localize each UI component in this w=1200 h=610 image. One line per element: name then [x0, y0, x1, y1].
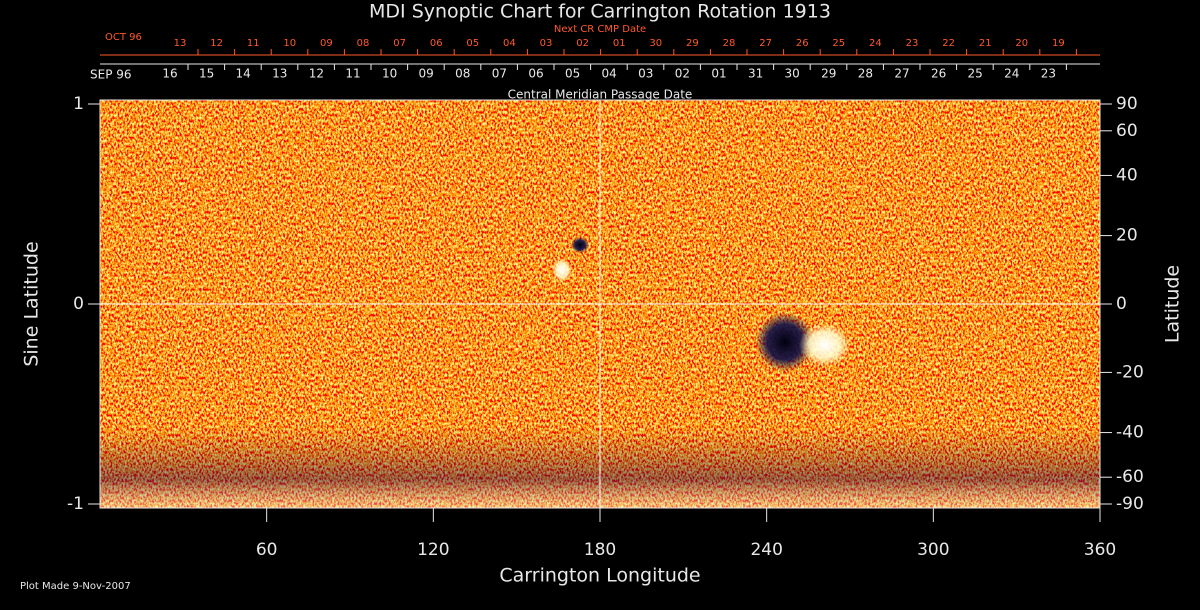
top-axis-tick-label: 12: [309, 67, 324, 81]
next-axis-tick-label: 22: [942, 38, 955, 49]
map: [99, 99, 1101, 509]
top-axis-label: Central Meridian Passage Date: [508, 88, 693, 102]
y-tick-label: 0: [73, 294, 84, 314]
top-axis-tick-label: 02: [675, 67, 690, 81]
top-axis-tick-label: 10: [382, 67, 397, 81]
top-axis-tick-label: 27: [894, 67, 909, 81]
next-axis-tick-label: 04: [503, 38, 516, 49]
next-axis-tick-label: 02: [576, 38, 589, 49]
top-axis-month: SEP 96: [90, 68, 132, 82]
x-tick-label: 60: [256, 540, 278, 560]
y2-tick-label: 40: [1116, 165, 1138, 185]
next-axis-month: OCT 96: [105, 32, 142, 43]
top-axis-tick-label: 15: [199, 67, 214, 81]
next-axis-tick-label: 23: [906, 38, 919, 49]
top-axis-tick-label: 05: [565, 67, 580, 81]
top-axis-tick-label: 29: [821, 67, 836, 81]
top-axis-tick-label: 11: [345, 67, 360, 81]
next-axis-tick-label: 25: [832, 38, 845, 49]
top-axis-tick-label: 30: [785, 67, 800, 81]
next-axis-tick-label: 19: [1052, 38, 1065, 49]
next-axis-tick-label: 06: [430, 38, 443, 49]
top-axis-tick-label: 01: [711, 67, 726, 81]
next-axis-tick-label: 26: [796, 38, 809, 49]
next-axis-tick-label: 01: [613, 38, 626, 49]
y2-tick-label: 60: [1116, 121, 1138, 141]
y2-tick-label: 20: [1116, 226, 1138, 246]
y2-tick-label: 90: [1116, 94, 1138, 114]
next-axis-tick-label: 08: [357, 38, 370, 49]
y-axis-label: Sine Latitude: [21, 241, 43, 366]
chart-title: MDI Synoptic Chart for Carrington Rotati…: [369, 1, 831, 23]
top-axis-tick-label: 06: [528, 67, 543, 81]
top-axis-tick-label: 23: [1041, 67, 1056, 81]
small-region: [571, 237, 589, 253]
x-tick-label: 120: [417, 540, 449, 560]
top-axis-tick-label: 04: [602, 67, 617, 81]
next-axis-tick-label: 10: [283, 38, 296, 49]
next-axis-label: Next CR CMP Date: [554, 24, 646, 35]
top-axis-tick-label: 25: [968, 67, 983, 81]
next-axis-tick-label: 20: [1015, 38, 1028, 49]
next-axis-tick-label: 24: [869, 38, 882, 49]
active-region-negative: [755, 312, 815, 372]
next-axis-tick-label: 30: [649, 38, 662, 49]
x-tick-label: 180: [584, 540, 616, 560]
next-axis-tick-label: 12: [210, 38, 223, 49]
y2-tick-label: -90: [1116, 494, 1144, 514]
y2-tick-label: -20: [1116, 362, 1144, 382]
x-axis-label: Carrington Longitude: [499, 565, 700, 587]
y2-axis-label: Latitude: [1162, 265, 1184, 343]
top-axis-tick-label: 14: [236, 67, 251, 81]
x-tick-label: 300: [917, 540, 949, 560]
top-axis-tick-label: 13: [272, 67, 287, 81]
top-axis-tick-label: 31: [748, 67, 763, 81]
x-tick-label: 360: [1084, 540, 1116, 560]
top-axis-tick-label: 03: [638, 67, 653, 81]
next-axis-tick-label: 03: [540, 38, 553, 49]
y2-tick-label: -40: [1116, 423, 1144, 443]
next-axis-tick-label: 11: [247, 38, 260, 49]
y2-tick-label: -60: [1116, 467, 1144, 487]
active-region-positive: [799, 323, 851, 367]
x-tick-label: 240: [750, 540, 782, 560]
top-axis-tick-label: 09: [419, 67, 434, 81]
next-axis-tick-label: 27: [759, 38, 772, 49]
y-tick-label: -1: [67, 494, 84, 514]
y-tick-label: 1: [73, 94, 84, 114]
top-axis-tick-label: 08: [455, 67, 470, 81]
top-axis-tick-label: 16: [162, 67, 177, 81]
top-axis-tick-label: 28: [858, 67, 873, 81]
next-axis-tick-label: 29: [686, 38, 699, 49]
footer: Plot Made 9-Nov-2007: [20, 581, 131, 592]
top-axis-tick-label: 24: [1004, 67, 1019, 81]
next-axis-tick-label: 09: [320, 38, 333, 49]
top-axis-tick-label: 07: [492, 67, 507, 81]
next-axis-tick-label: 07: [393, 38, 406, 49]
small-region: [552, 258, 572, 282]
next-axis-tick-label: 13: [174, 38, 187, 49]
next-axis-tick-label: 21: [979, 38, 992, 49]
next-axis-tick-label: 05: [466, 38, 479, 49]
y2-tick-label: 0: [1116, 294, 1127, 314]
top-axis-tick-label: 26: [931, 67, 946, 81]
next-axis-tick-label: 28: [723, 38, 736, 49]
